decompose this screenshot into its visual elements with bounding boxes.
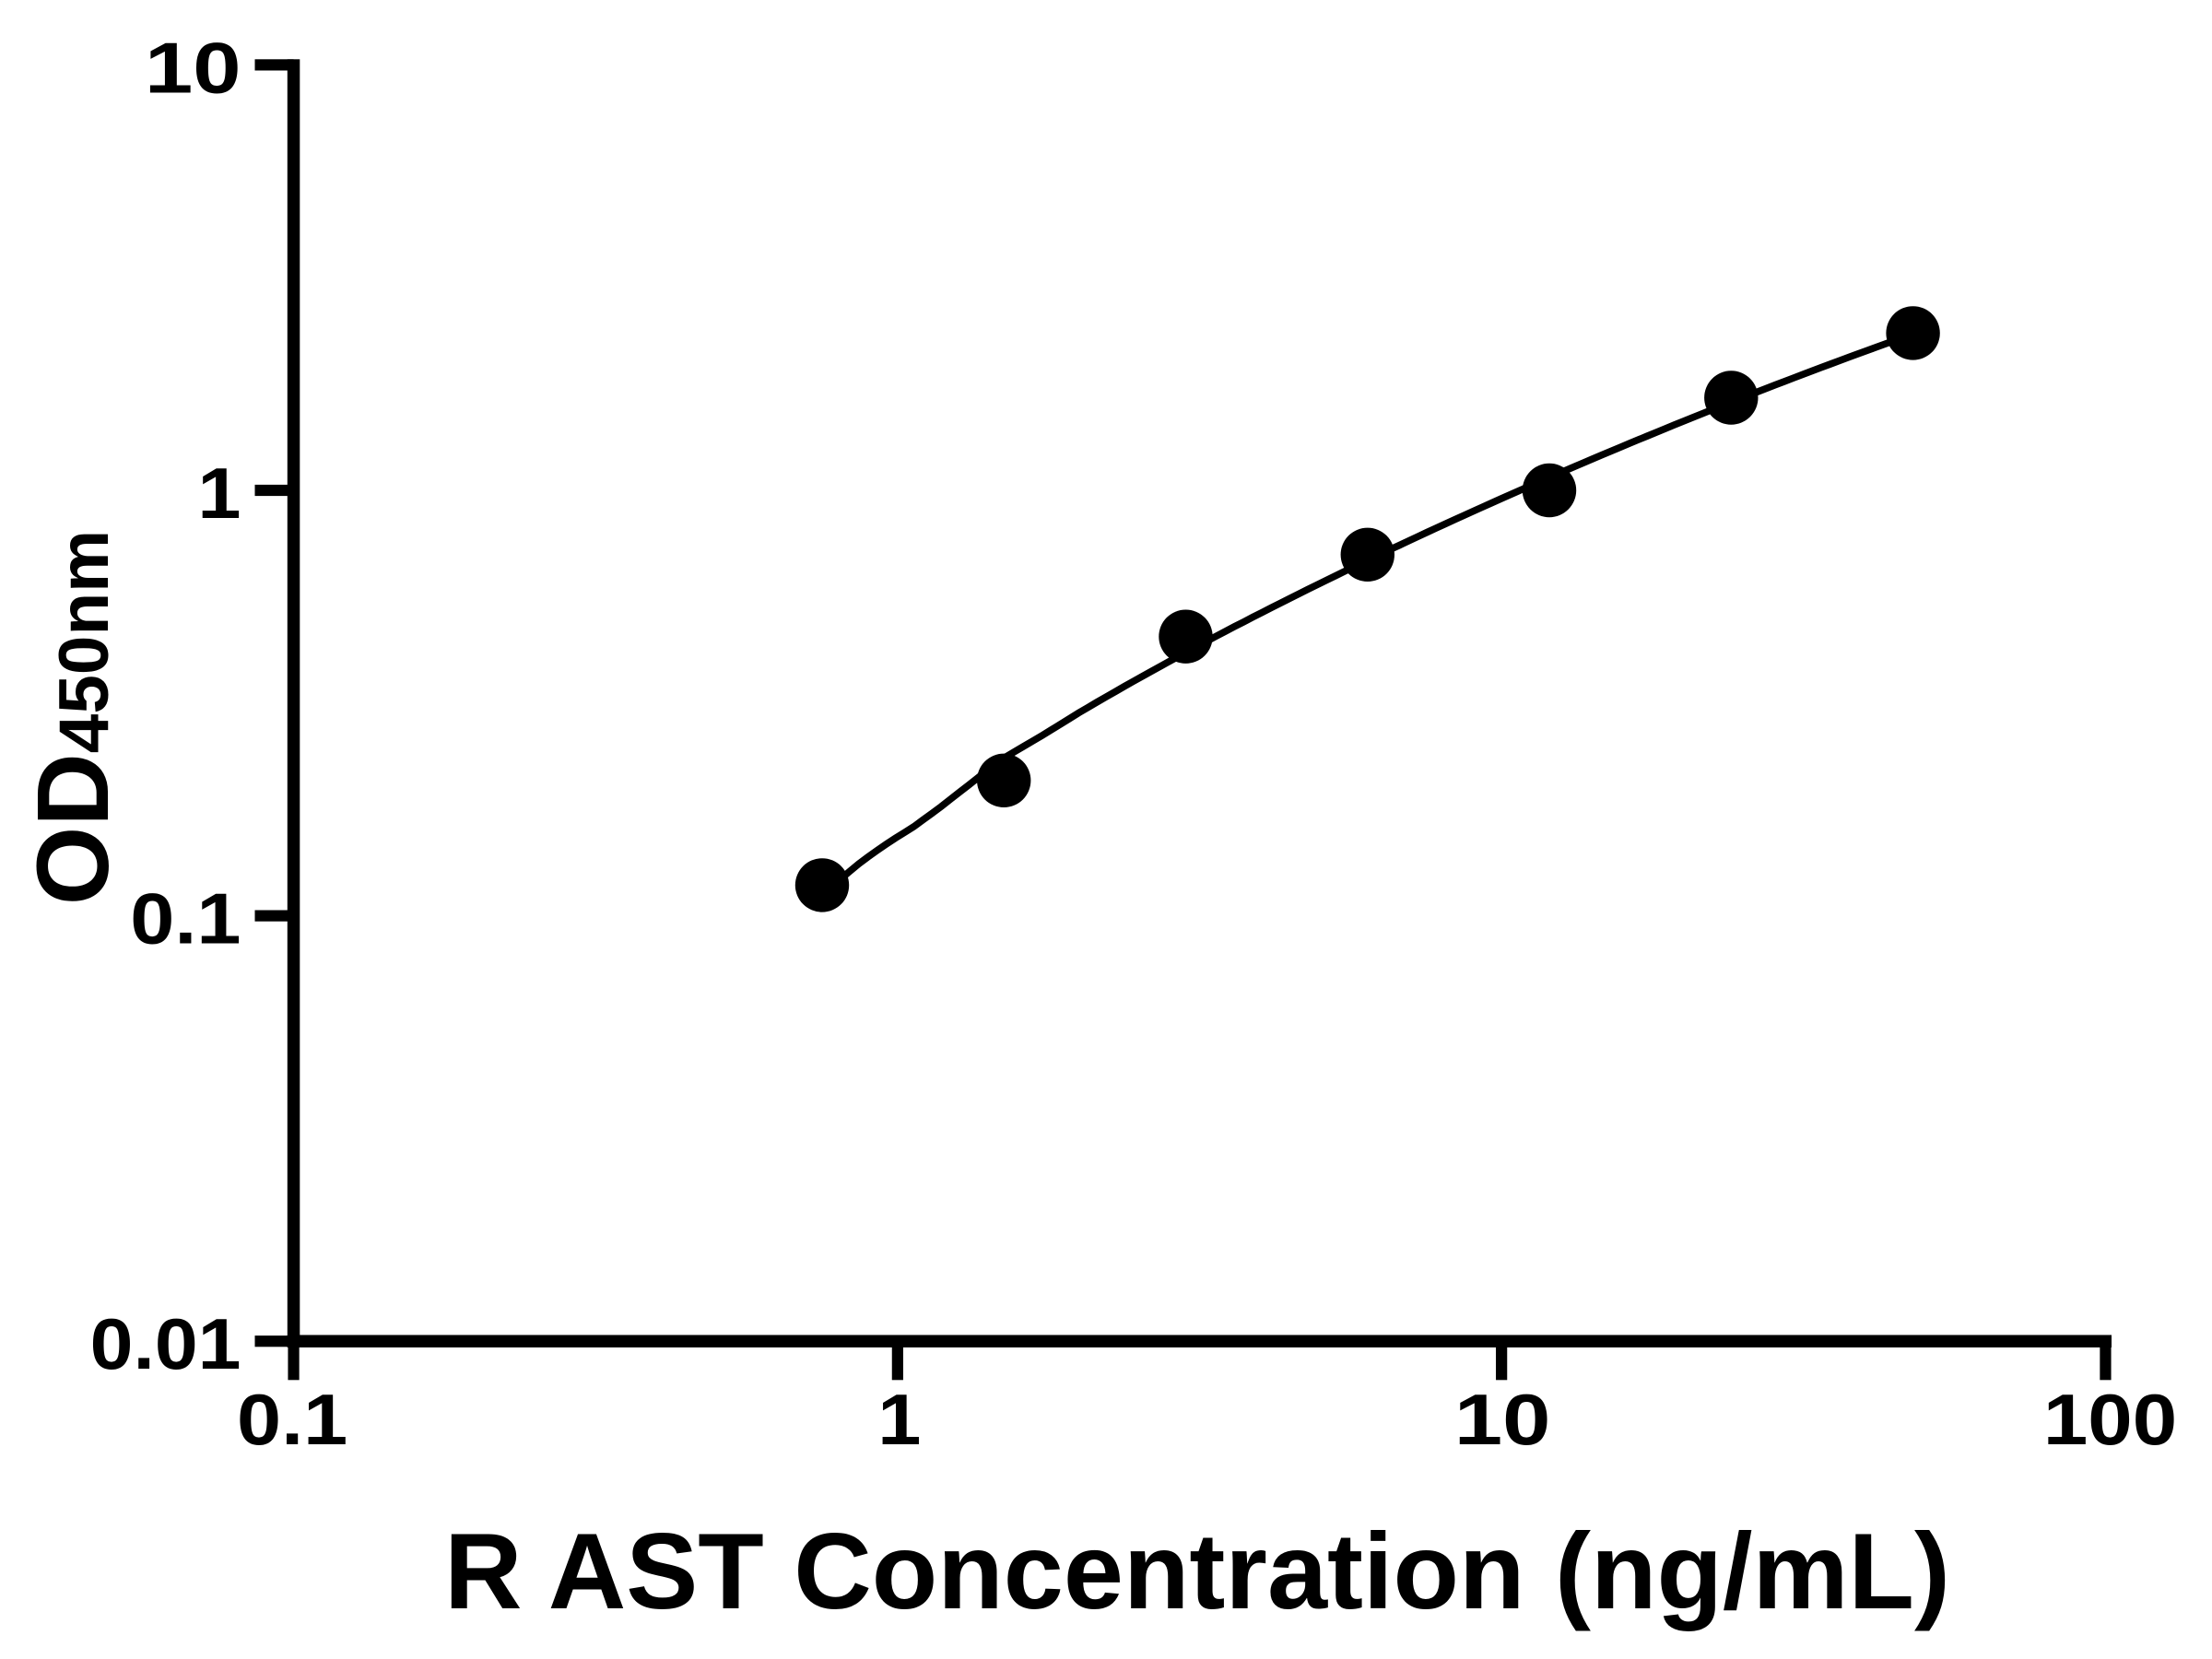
svg-text:1: 1 [197, 453, 241, 534]
svg-text:10: 10 [1454, 1379, 1551, 1460]
svg-text:0.1: 0.1 [237, 1379, 347, 1460]
svg-text:0.01: 0.01 [90, 1303, 241, 1384]
svg-text:OD450nm: OD450nm [17, 530, 130, 905]
svg-text:100: 100 [2043, 1379, 2177, 1460]
svg-text:R AST Concentration (ng/mL): R AST Concentration (ng/mL) [444, 1511, 1950, 1631]
svg-text:10: 10 [145, 27, 241, 108]
svg-text:1: 1 [877, 1379, 921, 1460]
svg-text:0.1: 0.1 [130, 878, 241, 959]
